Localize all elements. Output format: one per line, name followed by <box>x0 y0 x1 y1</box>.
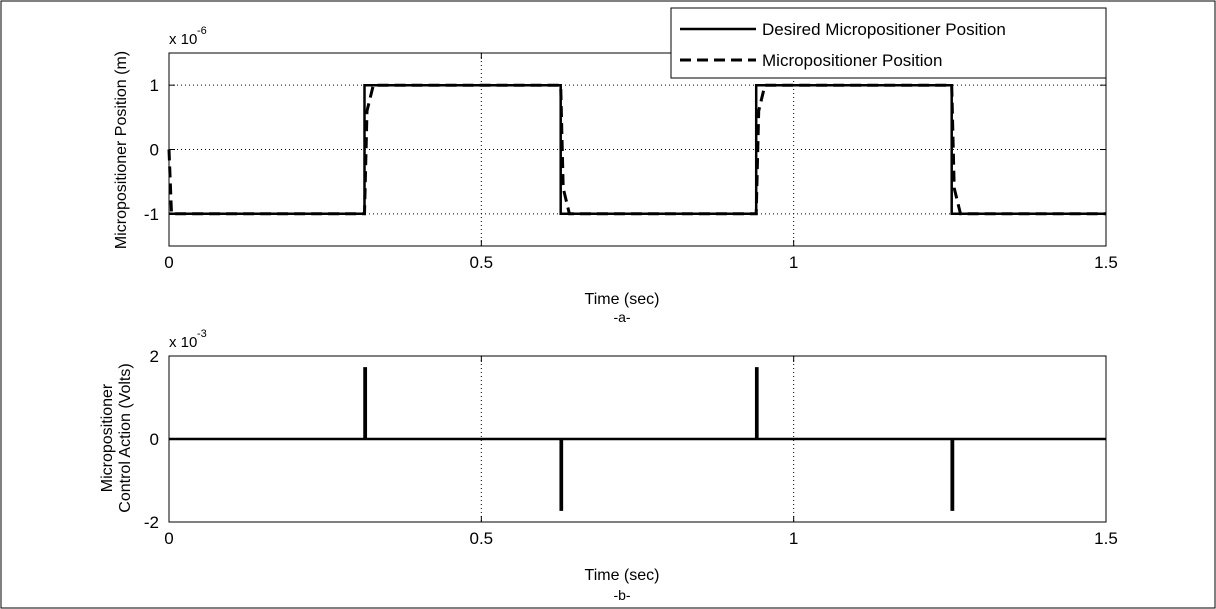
panel-a-series-actual-line <box>167 83 1106 216</box>
legend-label-desired: Desired Micropositioner Position <box>762 20 1006 39</box>
legend-box <box>670 7 1107 79</box>
panel-b-xtick-label-2: 1 <box>789 529 798 548</box>
panel-a-series <box>167 83 1106 216</box>
panel-b-ytick-label-1: 0 <box>150 430 159 449</box>
panel-b-ticks: 0 0.5 1 1.5 -2 0 2 <box>144 347 1118 548</box>
panel-b-series <box>169 367 1106 511</box>
panel-a-caption: -a- <box>613 309 630 325</box>
panel-b-xlabel: Time (sec) <box>585 567 660 584</box>
legend-label-actual: Micropositioner Position <box>762 51 942 70</box>
panel-b-series-desired-line <box>169 367 1106 511</box>
panel-a-ytick-label-1: 0 <box>150 141 159 160</box>
panel-a-xtick-label-1: 0.5 <box>470 253 494 272</box>
panel-b-ytick-label-2: 2 <box>150 347 159 366</box>
panel-b-exponent-base: x 10 <box>169 334 197 351</box>
panel-b-xtick-label-3: 1.5 <box>1094 529 1118 548</box>
panel-b-xtick-label-0: 0 <box>164 529 173 548</box>
panel-b-ylabel-line1: Micropositioner <box>99 383 116 492</box>
panel-a-ytick-label-0: -1 <box>144 205 159 224</box>
panel-b-exponent-power: -3 <box>197 328 207 340</box>
panel-a-xlabel: Time (sec) <box>585 291 660 308</box>
panel-b: 0 0.5 1 1.5 -2 0 2 x 10 -3 Micropositioner Con… <box>99 328 1118 603</box>
legend: Desired Micropositioner Position Micropo… <box>670 7 1107 79</box>
panel-b-xtick-label-1: 0.5 <box>470 529 494 548</box>
panel-a-xtick-label-3: 1.5 <box>1094 253 1118 272</box>
panel-b-ylabel: Micropositioner Control Action (Volts) <box>99 363 134 512</box>
panel-b-caption: -b- <box>613 587 630 603</box>
panel-a-exponent-base: x 10 <box>169 31 197 48</box>
panel-a: 0 0.5 1 1.5 -1 0 1 x 10 -6 Micropositioner Pos… <box>113 7 1118 325</box>
panel-a-xtick-label-2: 1 <box>789 253 798 272</box>
panel-a-exponent-power: -6 <box>197 25 207 37</box>
panel-b-ytick-label-0: -2 <box>144 513 159 532</box>
panel-a-ylabel: Micropositioner Position (m) <box>113 51 130 249</box>
panel-a-ytick-label-2: 1 <box>150 76 159 95</box>
panel-a-xtick-label-0: 0 <box>164 253 173 272</box>
panel-b-ylabel-line2: Control Action (Volts) <box>117 363 134 512</box>
